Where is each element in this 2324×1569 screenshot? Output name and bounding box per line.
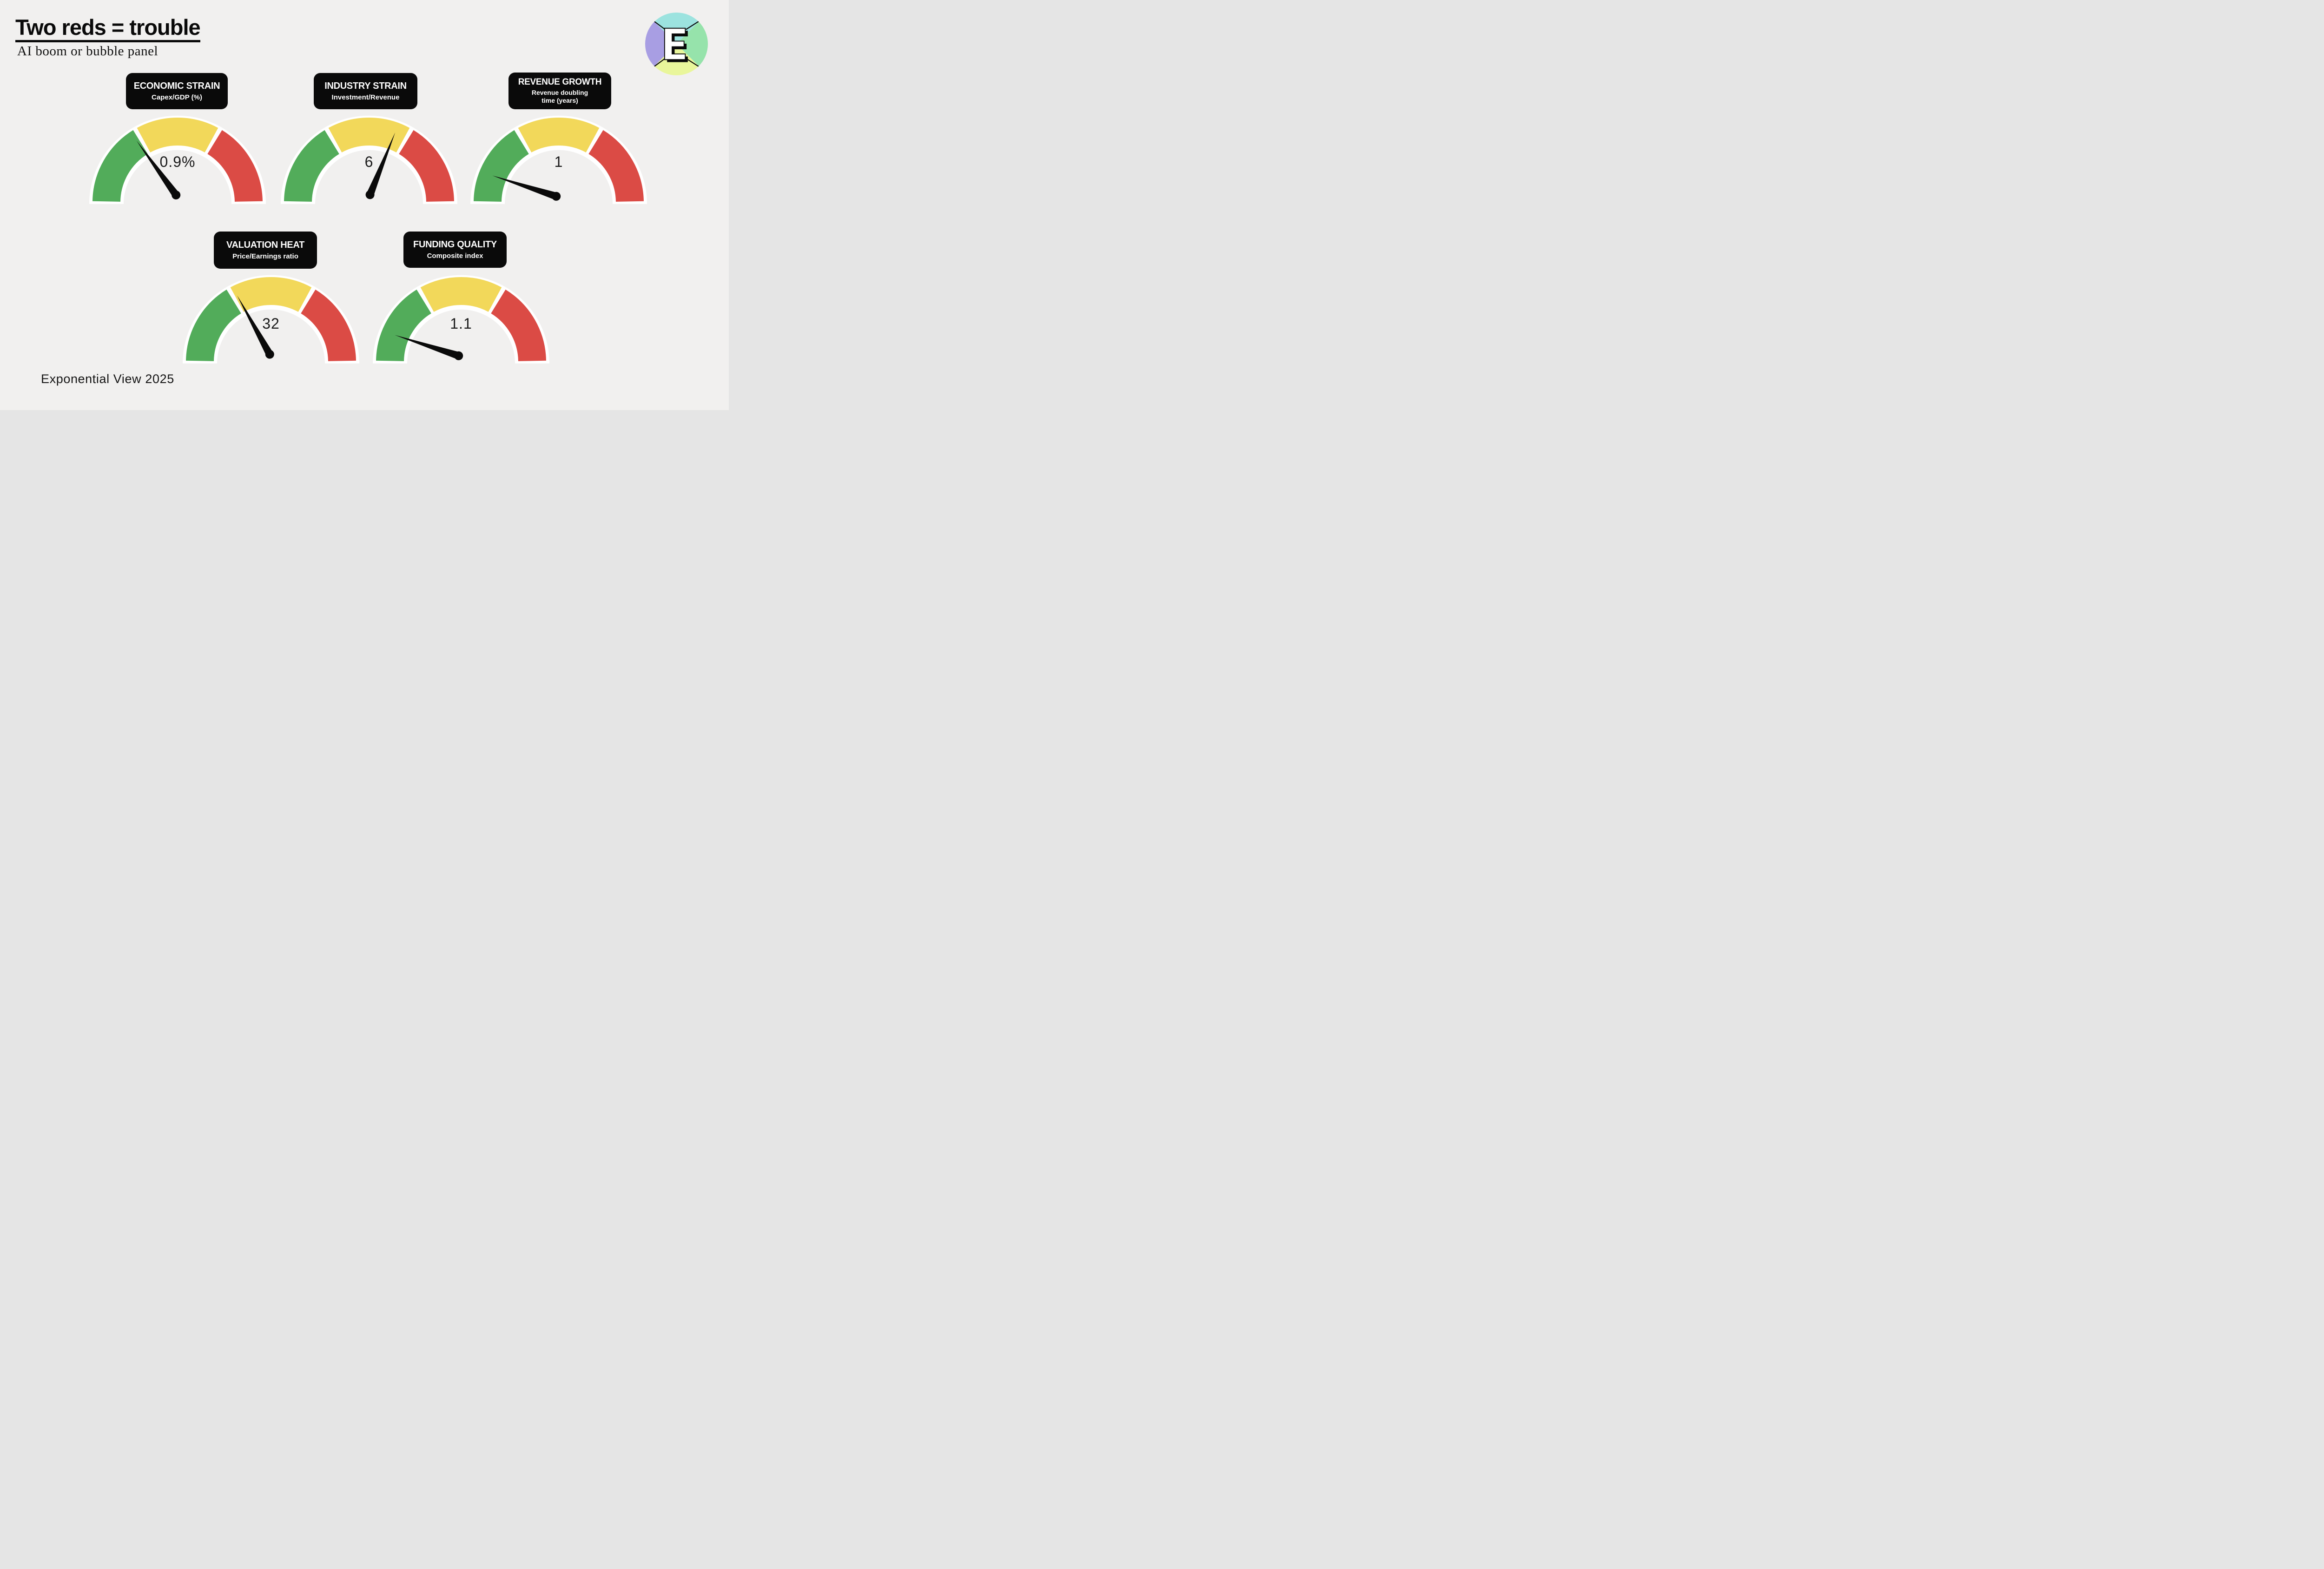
logo-right-wedge: [676, 13, 708, 75]
infographic-canvas: Two reds = trouble AI boom or bubble pan…: [0, 0, 729, 410]
label-economic-strain: ECONOMIC STRAIN Capex/GDP (%): [126, 73, 228, 109]
exponential-view-logo: [645, 13, 708, 75]
gauge-title: INDUSTRY STRAIN: [324, 80, 407, 91]
gauge-title: ECONOMIC STRAIN: [133, 80, 220, 91]
gauge-needle: [136, 140, 181, 199]
logo-letter-e: [664, 27, 688, 62]
gauge-needle: [395, 335, 463, 360]
page-subtitle: AI boom or bubble panel: [17, 44, 158, 59]
gauge-value-valuation-heat: 32: [262, 315, 280, 332]
gauge-funding-quality: [373, 275, 549, 364]
gauge-title: VALUATION HEAT: [226, 239, 304, 250]
label-funding-quality: FUNDING QUALITY Composite index: [403, 232, 507, 268]
gauge-subtitle: Capex/GDP (%): [152, 93, 202, 101]
gauge-subtitle: Revenue doubling time (years): [531, 89, 588, 104]
gauge-value-funding-quality: 1.1: [450, 315, 472, 332]
gauge-subtitle: Composite index: [427, 252, 483, 260]
gauge-economic-strain: [89, 115, 266, 205]
page-title: Two reds = trouble: [15, 16, 201, 43]
label-revenue-growth: REVENUE GROWTH Revenue doubling time (ye…: [508, 73, 611, 109]
credit-line: Exponential View 2025: [41, 372, 174, 386]
gauge-value-revenue-growth: 1: [554, 153, 563, 170]
gauge-value-economic-strain: 0.9%: [159, 153, 196, 170]
gauge-subtitle: Investment/Revenue: [331, 93, 400, 101]
logo-left-wedge: [645, 13, 677, 75]
gauge-subtitle: Price/Earnings ratio: [232, 252, 298, 260]
gauge-industry-strain: [281, 115, 457, 205]
gauge-title: REVENUE GROWTH: [518, 77, 602, 87]
gauge-revenue-growth: [470, 115, 647, 205]
gauge-needle: [365, 132, 396, 199]
gauge-title: FUNDING QUALITY: [413, 239, 497, 250]
label-industry-strain: INDUSTRY STRAIN Investment/Revenue: [314, 73, 417, 109]
label-valuation-heat: VALUATION HEAT Price/Earnings ratio: [214, 232, 317, 269]
gauge-value-industry-strain: 6: [364, 153, 374, 170]
gauge-valuation-heat: [183, 275, 359, 364]
gauge-needle: [492, 175, 561, 201]
gauge-needle: [237, 295, 274, 359]
